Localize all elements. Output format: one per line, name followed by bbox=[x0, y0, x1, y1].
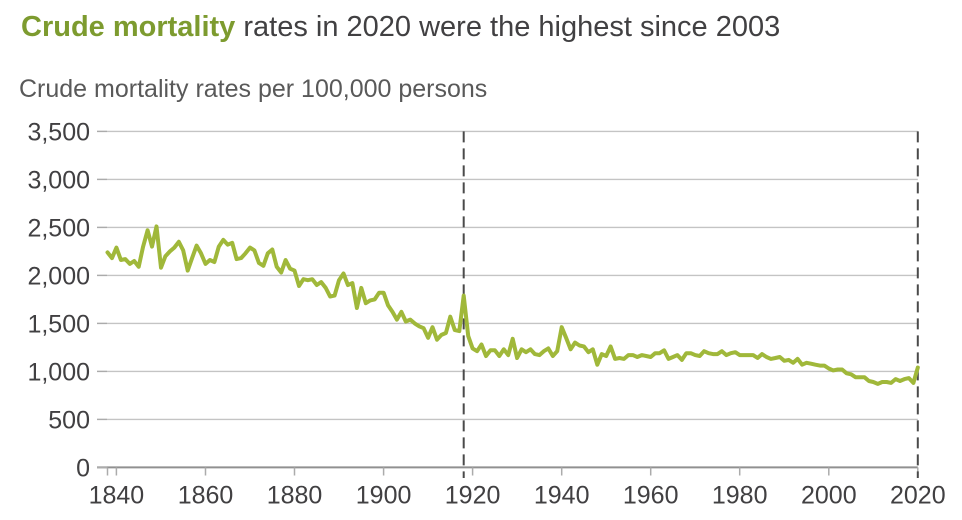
svg-text:2,000: 2,000 bbox=[27, 262, 90, 290]
svg-text:2000: 2000 bbox=[801, 482, 857, 510]
svg-text:1860: 1860 bbox=[178, 482, 234, 510]
svg-text:1900: 1900 bbox=[356, 482, 412, 510]
svg-text:2020: 2020 bbox=[890, 482, 946, 510]
svg-text:2,500: 2,500 bbox=[27, 214, 90, 242]
svg-text:500: 500 bbox=[48, 406, 90, 434]
svg-text:1960: 1960 bbox=[623, 482, 679, 510]
svg-text:1940: 1940 bbox=[534, 482, 590, 510]
svg-text:1,500: 1,500 bbox=[27, 310, 90, 338]
svg-text:1,000: 1,000 bbox=[27, 358, 90, 386]
svg-text:1880: 1880 bbox=[267, 482, 323, 510]
svg-text:0: 0 bbox=[76, 454, 90, 482]
svg-text:3,000: 3,000 bbox=[27, 166, 90, 194]
svg-text:1840: 1840 bbox=[89, 482, 145, 510]
svg-text:3,500: 3,500 bbox=[27, 118, 90, 146]
svg-text:1920: 1920 bbox=[445, 482, 501, 510]
svg-text:1980: 1980 bbox=[712, 482, 768, 510]
